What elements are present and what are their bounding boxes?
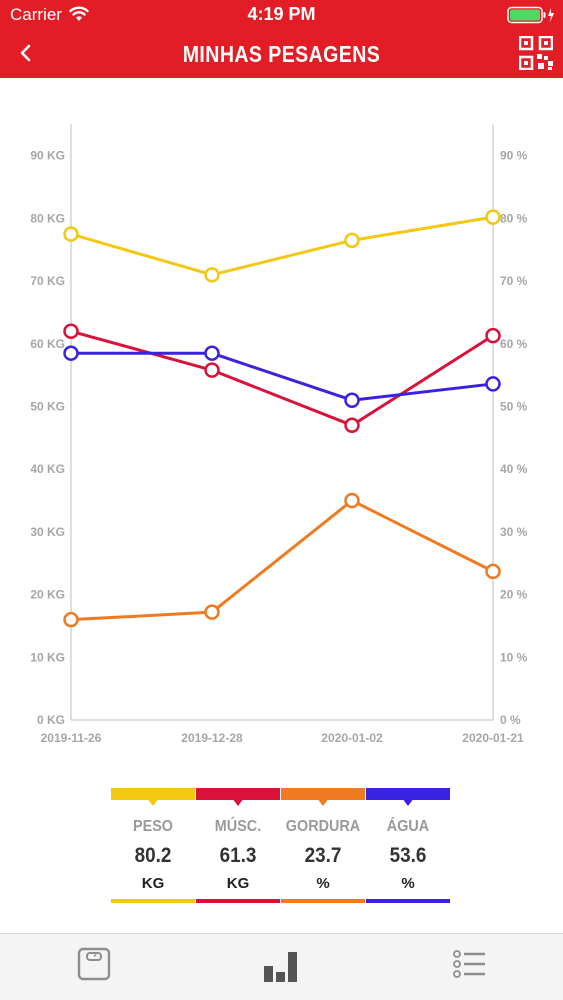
series-line-gordura (70, 499, 494, 622)
legend-unit: KG (141, 875, 165, 892)
legend-value: 61.3 (219, 844, 257, 867)
wifi-icon (69, 6, 89, 21)
chevron-left-icon[interactable] (14, 40, 40, 66)
y-tick-label-left: 10 KG (30, 650, 65, 664)
data-point-agua (344, 392, 360, 408)
legend-value: 23.7 (304, 844, 342, 867)
y-tick-label-right: 0 % (500, 713, 521, 727)
data-point-gordura (344, 492, 360, 509)
y-tick-label-right: 80 % (500, 211, 528, 225)
series-line-peso (70, 215, 494, 277)
legend-name: MÚSC. (214, 818, 262, 835)
series-line-musc (70, 329, 494, 427)
x-tick-label: 2019-12-28 (181, 731, 243, 745)
data-point-agua (63, 345, 79, 361)
y-tick-label-right: 50 % (500, 400, 528, 414)
y-tick-label-right: 20 % (500, 588, 528, 602)
qr-code-icon[interactable] (519, 36, 553, 70)
legend-value: 53.6 (389, 844, 427, 867)
legend-pointer (317, 798, 329, 806)
legend-value: 80.2 (134, 844, 172, 867)
status-bar: Carrier 4:19 PM (0, 0, 563, 30)
y-tick-label-left: 50 KG (30, 400, 65, 414)
line-chart: 0 KG 10 KG 20 KG 30 KG 40 KG 50 KG 60 KG 70 KG 8… (30, 124, 528, 745)
carrier-label: Carrier (10, 5, 62, 24)
y-tick-label-left: 70 KG (30, 274, 65, 288)
legend-color-bar (366, 788, 450, 800)
legend-item-agua[interactable]: ÁGUA 53.6 % (366, 788, 451, 908)
legend-item-peso[interactable]: PESO 80.2 KG (111, 788, 196, 908)
legend-underline (111, 899, 195, 903)
y-tick-label-left: 90 KG (30, 149, 65, 163)
x-tick-label: 2019-11-26 (41, 731, 102, 745)
y-tick-label-left: 0 KG (37, 713, 65, 727)
scale-icon[interactable] (72, 942, 116, 986)
data-point-gordura (485, 563, 501, 580)
data-point-musc (204, 362, 220, 378)
data-point-agua (485, 376, 501, 392)
legend-underline (366, 899, 450, 903)
x-tick-label: 2020-01-02 (321, 731, 383, 745)
y-tick-label-left: 80 KG (30, 211, 65, 225)
y-tick-label-right: 60 % (500, 337, 528, 351)
legend-name: PESO (132, 818, 174, 835)
legend-pointer (147, 798, 159, 806)
data-point-musc (344, 417, 360, 434)
y-tick-label-left: 20 KG (30, 588, 65, 602)
legend-color-bar (281, 788, 365, 800)
chart-legend: PESO 80.2 KG MÚSC. 61.3 KG GORDURA 23.7 … (111, 788, 451, 908)
page-title: MINHAS PESAGENS (182, 41, 381, 67)
data-point-agua (204, 345, 220, 361)
y-tick-label-right: 70 % (500, 274, 528, 288)
series-line-agua (71, 351, 494, 402)
legend-unit: % (401, 875, 415, 892)
legend-underline (281, 899, 365, 903)
nav-bar: MINHAS PESAGENS (0, 30, 563, 78)
legend-color-bar (111, 788, 195, 800)
y-tick-label-right: 30 % (500, 525, 528, 539)
data-point-peso (63, 226, 79, 242)
legend-pointer (402, 798, 414, 806)
data-point-peso (344, 232, 360, 249)
legend-item-musc[interactable]: MÚSC. 61.3 KG (196, 788, 281, 908)
y-tick-label-left: 30 KG (30, 525, 65, 539)
data-point-peso (485, 209, 501, 225)
data-point-musc (485, 327, 501, 344)
legend-pointer (232, 798, 244, 806)
data-point-musc (63, 323, 79, 340)
list-icon[interactable] (448, 942, 492, 986)
y-tick-label-left: 60 KG (30, 337, 65, 351)
y-tick-label-right: 90 % (500, 149, 528, 163)
data-point-gordura (204, 604, 220, 620)
weight-chart: 0 KG 10 KG 20 KG 30 KG 40 KG 50 KG 60 KG 70 KG 8… (0, 78, 563, 758)
legend-name: ÁGUA (386, 818, 430, 835)
x-tick-label: 2020-01-21 (462, 731, 524, 745)
data-point-peso (204, 267, 220, 283)
tab-bar (0, 933, 563, 1000)
legend-underline (196, 899, 280, 903)
y-tick-label-right: 40 % (500, 462, 528, 476)
legend-name: GORDURA (285, 818, 361, 835)
status-time: 4:19 PM (247, 4, 316, 24)
legend-item-gordura[interactable]: GORDURA 23.7 % (281, 788, 366, 908)
legend-unit: KG (226, 875, 250, 892)
legend-unit: % (316, 875, 330, 892)
y-tick-label-right: 10 % (500, 650, 528, 664)
data-point-gordura (63, 611, 79, 628)
legend-color-bar (196, 788, 280, 800)
bar-chart-icon[interactable] (259, 942, 303, 986)
y-tick-label-left: 40 KG (30, 462, 65, 476)
battery-icon (507, 6, 554, 24)
